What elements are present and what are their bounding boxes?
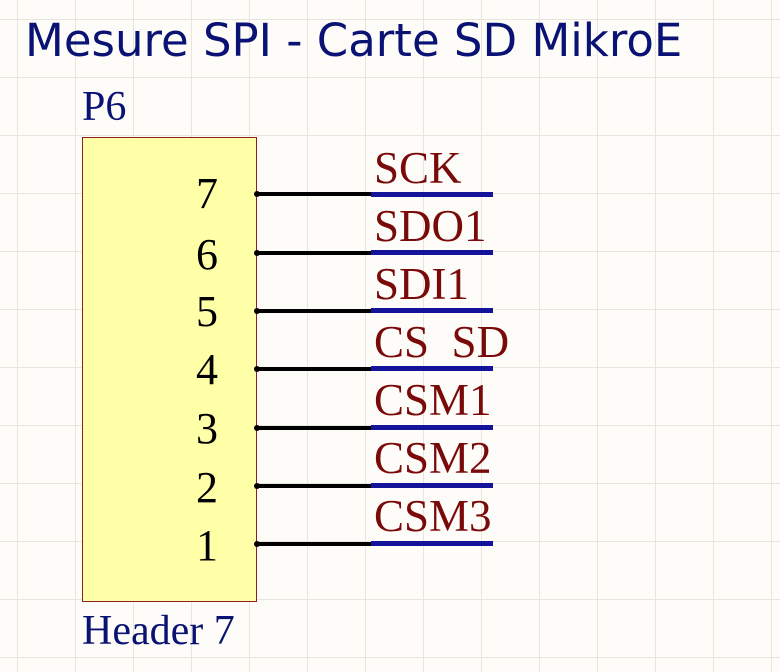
net-label-sdo1[interactable]: SDO1 (374, 201, 487, 251)
pin-1-endpoint (254, 541, 260, 547)
net-label-sdi1[interactable]: SDI1 (374, 259, 470, 309)
wire-sdi1[interactable] (371, 308, 493, 313)
wire-csm1[interactable] (371, 425, 493, 430)
pin-6-line (257, 251, 373, 255)
pin-4-endpoint (254, 366, 260, 372)
pin-number-3: 3 (196, 404, 218, 453)
net-label-csm3[interactable]: CSM3 (374, 491, 492, 541)
pin-number-5: 5 (196, 287, 218, 336)
pin-6-endpoint (254, 250, 260, 256)
pin-2-line (257, 484, 373, 488)
net-label-csm1[interactable]: CSM1 (374, 375, 492, 425)
wire-csm3[interactable] (371, 541, 493, 546)
wire-cs-sd[interactable] (371, 366, 493, 371)
pin-7-endpoint (254, 191, 260, 197)
pin-number-6: 6 (196, 230, 218, 279)
pin-5-line (257, 309, 373, 313)
wire-sck[interactable] (371, 192, 493, 197)
schematic-title: Mesure SPI - Carte SD MikroE (25, 14, 683, 67)
wire-csm2[interactable] (371, 483, 493, 488)
pin-4-line (257, 367, 373, 371)
component-designator: P6 (82, 84, 127, 130)
pin-2-endpoint (254, 483, 260, 489)
net-label-sck[interactable]: SCK (374, 143, 462, 193)
wire-sdo1[interactable] (371, 250, 493, 255)
net-label-cs-sd[interactable]: CS SD (374, 317, 510, 367)
pin-number-7: 7 (196, 169, 218, 218)
pin-number-4: 4 (196, 345, 218, 394)
header-component-body[interactable] (82, 137, 257, 602)
pin-number-2: 2 (196, 463, 218, 512)
net-label-csm2[interactable]: CSM2 (374, 433, 492, 483)
pin-1-line (257, 542, 373, 546)
component-comment: Header 7 (82, 608, 235, 654)
pin-3-endpoint (254, 425, 260, 431)
pin-3-line (257, 426, 373, 430)
pin-5-endpoint (254, 308, 260, 314)
pin-7-line (257, 192, 373, 196)
pin-number-1: 1 (196, 521, 218, 570)
